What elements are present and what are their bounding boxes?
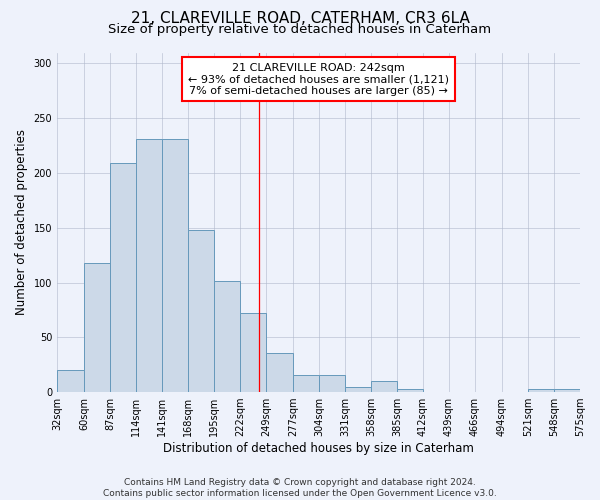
Bar (188, 230, 214, 392)
Bar (162, 139, 188, 392)
Bar (110, 163, 136, 392)
Y-axis label: Number of detached properties: Number of detached properties (15, 130, 28, 316)
Bar (293, 374, 319, 392)
X-axis label: Distribution of detached houses by size in Caterham: Distribution of detached houses by size … (163, 442, 474, 455)
Bar (397, 389, 423, 392)
Bar (371, 381, 397, 392)
Bar (57, 370, 84, 392)
Bar (84, 263, 110, 392)
Bar (554, 389, 580, 392)
Text: 21, CLAREVILLE ROAD, CATERHAM, CR3 6LA: 21, CLAREVILLE ROAD, CATERHAM, CR3 6LA (131, 11, 469, 26)
Bar (345, 386, 371, 392)
Bar (528, 389, 554, 392)
Bar (214, 282, 240, 392)
Text: Size of property relative to detached houses in Caterham: Size of property relative to detached ho… (109, 24, 491, 36)
Bar (266, 352, 293, 392)
Bar (136, 139, 162, 392)
Text: Contains HM Land Registry data © Crown copyright and database right 2024.
Contai: Contains HM Land Registry data © Crown c… (103, 478, 497, 498)
Bar (240, 313, 266, 392)
Text: 21 CLAREVILLE ROAD: 242sqm
← 93% of detached houses are smaller (1,121)
7% of se: 21 CLAREVILLE ROAD: 242sqm ← 93% of deta… (188, 62, 449, 96)
Bar (319, 374, 345, 392)
